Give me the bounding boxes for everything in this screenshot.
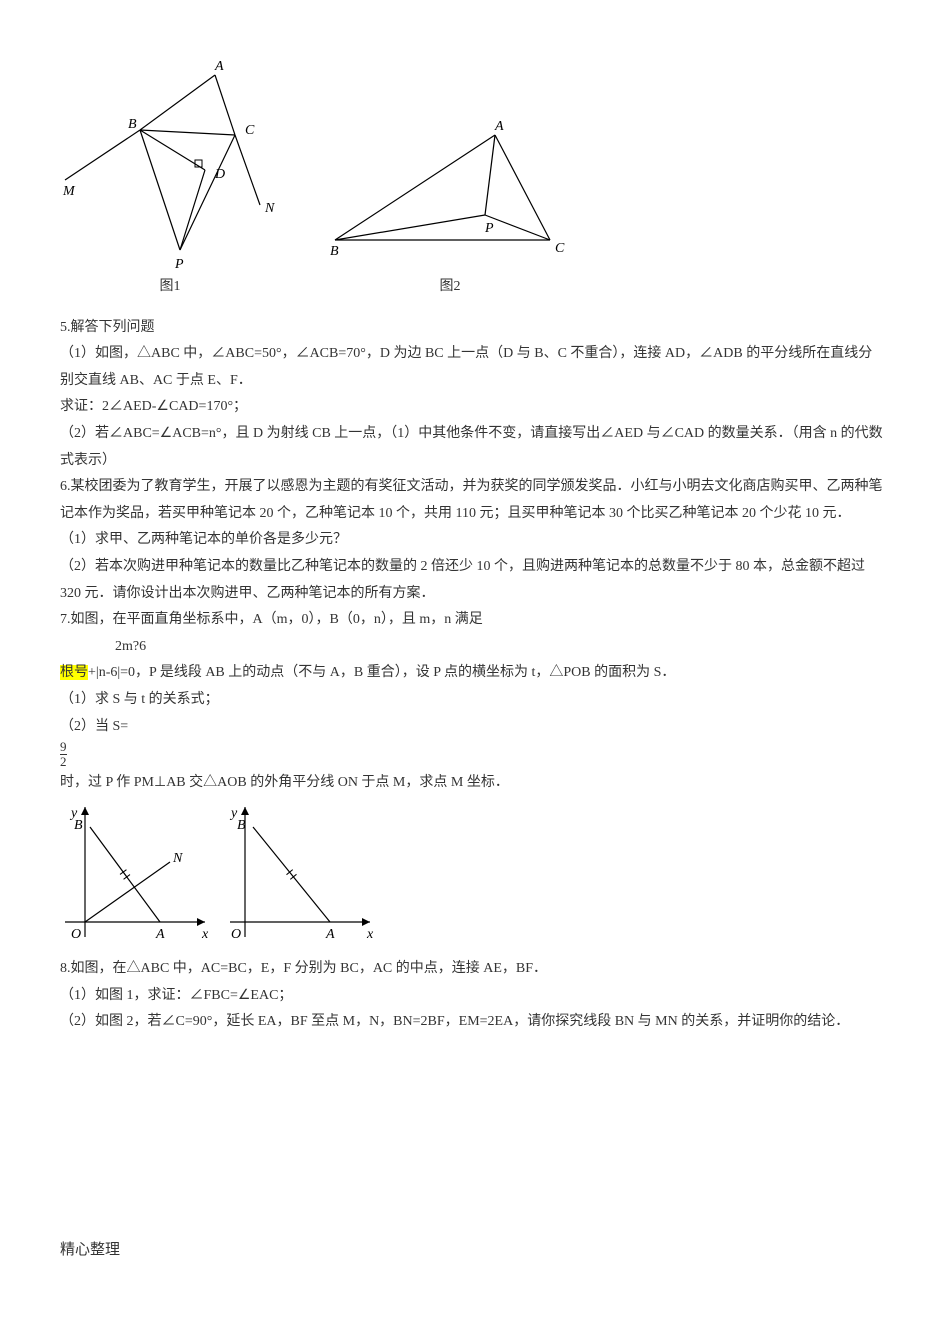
figure-2: A B C P 图2 (330, 120, 570, 301)
q7-expr: 2m?6 (60, 634, 885, 661)
svg-text:B: B (128, 117, 137, 132)
q7-part-c: 时，过 P 作 PM⊥AB 交△AOB 的外角平分线 ON 于点 M，求点 M … (60, 770, 885, 797)
svg-text:A: A (214, 60, 224, 74)
q7-frac-num: 9 (60, 740, 67, 754)
q7-part-b: 根号+|n-6|=0，P 是线段 AB 上的动点（不与 A，B 重合），设 P … (60, 660, 885, 687)
q6-body: 6.某校团委为了教育学生，开展了以感恩为主题的有奖征文活动，并为获奖的同学颁发奖… (60, 474, 885, 527)
svg-text:y: y (229, 806, 238, 821)
q5-header: 5.解答下列问题 (60, 315, 885, 342)
top-figures: A B C D P M N 图1 A B C P 图2 (60, 60, 885, 301)
q7-highlight: 根号 (60, 665, 88, 680)
q8-q2: （2）如图 2，若∠C=90°，延长 EA，BF 至点 M，N，BN=2BF，E… (60, 1009, 885, 1036)
coord-figures: O A Bx y N O A Bx y (60, 802, 885, 942)
q6-q1: （1）求甲、乙两种笔记本的单价各是多少元？ (60, 527, 885, 554)
figure-2-svg: A B C P (330, 120, 570, 270)
q5-part1: （1）如图，△ABC 中，∠ABC=50°，∠ACB=70°，D 为边 BC 上… (60, 341, 885, 394)
svg-text:B: B (237, 818, 246, 833)
footer-text: 精心整理 (60, 1236, 885, 1265)
svg-text:O: O (71, 927, 81, 942)
figure-1: A B C D P M N 图1 (60, 60, 280, 301)
svg-text:A: A (155, 927, 165, 942)
q7-q2: （2）当 S= (60, 714, 885, 741)
q6-q2: （2）若本次购进甲种笔记本的数量比乙种笔记本的数量的 2 倍还少 10 个，且购… (60, 554, 885, 607)
svg-text:A: A (494, 120, 504, 134)
q5-part2: （2）若∠ABC=∠ACB=n°，且 D 为射线 CB 上一点，（1）中其他条件… (60, 421, 885, 474)
svg-text:N: N (264, 201, 275, 216)
svg-text:B: B (330, 244, 339, 259)
figure-2-caption: 图2 (440, 274, 461, 301)
svg-text:D: D (214, 167, 225, 182)
svg-text:M: M (62, 184, 76, 199)
svg-text:O: O (231, 927, 241, 942)
q7-part-a: 7.如图，在平面直角坐标系中，A（m，0），B（0，n），且 m，n 满足 (60, 607, 885, 634)
svg-text:C: C (555, 241, 565, 256)
svg-text:P: P (484, 221, 494, 236)
figure-1-svg: A B C D P M N (60, 60, 280, 270)
svg-text:x: x (366, 927, 374, 942)
q7-q1: （1）求 S 与 t 的关系式； (60, 687, 885, 714)
coord-figure-left: OABxyN (60, 802, 215, 942)
svg-text:P: P (174, 257, 184, 270)
svg-text:y: y (69, 806, 78, 821)
q7-part-b-rest: +|n-6|=0，P 是线段 AB 上的动点（不与 A，B 重合），设 P 点的… (88, 665, 675, 680)
q8-q1: （1）如图 1，求证：∠FBC=∠EAC； (60, 983, 885, 1010)
q7-fraction: 9 2 (60, 740, 67, 770)
q7-frac-den: 2 (60, 754, 67, 769)
q8-body: 8.如图，在△ABC 中，AC=BC，E，F 分别为 BC，AC 的中点，连接 … (60, 956, 885, 983)
svg-text:x: x (201, 927, 209, 942)
q5-prove: 求证：2∠AED-∠CAD=170°； (60, 394, 885, 421)
svg-text:N: N (172, 851, 183, 866)
figure-1-caption: 图1 (160, 274, 181, 301)
svg-text:A: A (325, 927, 335, 942)
svg-text:C: C (245, 123, 255, 138)
coord-figure-right: O A Bx y (225, 802, 380, 942)
